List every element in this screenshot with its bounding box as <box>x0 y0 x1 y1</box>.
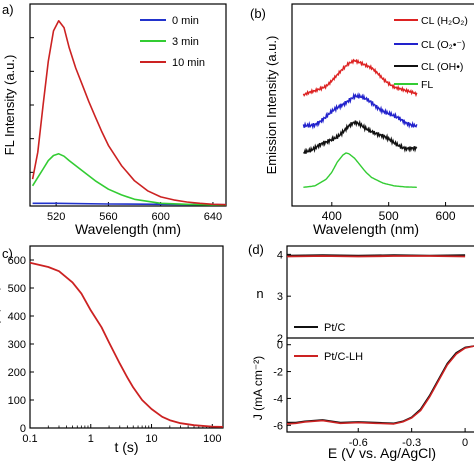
panel-c-xtick-0-label: 0.1 <box>22 433 37 445</box>
panel-b-series-1 <box>302 92 418 130</box>
panel-d-upper-ytick-1-label: 3 <box>277 291 283 303</box>
panel-b-xlabel: Wavelength (nm) <box>313 221 419 237</box>
panel-c-letter: c) <box>2 246 13 261</box>
panel-a-xlabel: Wavelength (nm) <box>75 221 181 237</box>
panel-d-xtick-0-label: -0.6 <box>349 437 368 449</box>
panel-b-legend-label-1: CL (O₂•⁻) <box>421 39 465 51</box>
panel-a-letter: a) <box>2 2 14 17</box>
panel-b-letter: (b) <box>250 6 266 21</box>
panel-a-xtick-0-label: 520 <box>47 211 65 223</box>
panel-d-upper-ytick-2-label: 4 <box>277 249 283 261</box>
panel-c-xlabel: t (s) <box>114 439 138 455</box>
panel-c-ytick-4-label: 400 <box>8 311 26 323</box>
panel-d-upper-ytick-0-label: 2 <box>277 333 283 345</box>
panel-b-series-0 <box>302 58 418 98</box>
panel-b-frame <box>291 3 474 207</box>
panel-d-legend-label-1: Pt/C-LH <box>324 351 363 363</box>
panel-c-ylabel: ECL Intensity (a.u.) <box>0 286 1 388</box>
panel-a-frame <box>29 3 227 207</box>
panel-a-xtick-2-label: 600 <box>151 211 169 223</box>
panel-d-lower-ytick-3-label: 0 <box>277 340 283 352</box>
panel-d-xtick-2-label: 0 <box>462 437 468 449</box>
panel-d-legend-label-0: Pt/C <box>324 322 345 334</box>
panel-d-upper-ylabel: n <box>256 286 263 301</box>
panel-d-lower-series-0 <box>287 345 474 425</box>
panel-c-xtick-1-label: 1 <box>88 433 94 445</box>
panel-a-legend-label-2: 10 min <box>172 57 205 69</box>
panel-b-series-2 <box>302 119 418 155</box>
panel-c-ytick-1-label: 100 <box>8 395 26 407</box>
panel-a-xtick-3-label: 640 <box>204 211 222 223</box>
panel-b-legend-label-0: CL (H₂O₂) <box>421 15 468 27</box>
panel-d-lower-ytick-0-label: -6 <box>273 420 283 432</box>
panel-c-ytick-5-label: 500 <box>8 283 26 295</box>
panel-c-ytick-3-label: 300 <box>8 339 26 351</box>
panel-a-series-2 <box>31 19 227 206</box>
panel-d-lower-ytick-2-label: -2 <box>273 367 283 379</box>
panel-c-series-0 <box>29 261 224 428</box>
panel-d-letter: (d) <box>248 242 264 257</box>
panel-a-ylabel: FL Intensity (a.u.) <box>2 55 17 156</box>
panel-b-legend-label-2: CL (OH•) <box>421 61 463 73</box>
panel-a-series-1 <box>31 153 226 206</box>
panel-d-xlabel: E (V vs. Ag/AgCl) <box>328 445 436 461</box>
panel-d-xtick-1-label: -0.3 <box>402 437 421 449</box>
panel-d-frame <box>286 245 474 433</box>
panel-b-xtick-2-label: 600 <box>436 209 456 223</box>
panel-b-xtick-1-label: 500 <box>379 209 399 223</box>
panel-d-lower-ytick-1-label: -4 <box>273 393 283 405</box>
panel-d-lower-ylabel: J (mA cm⁻²) <box>251 356 265 420</box>
panel-a-xtick-1-label: 560 <box>99 211 117 223</box>
panel-c-ytick-6-label: 600 <box>8 255 26 267</box>
panel-c-frame <box>29 245 224 429</box>
panel-c-xtick-2-label: 10 <box>145 433 157 445</box>
panel-b-ylabel: Emission Intensity (a.u.) <box>264 36 279 175</box>
panel-d-lower-series-1 <box>286 345 474 425</box>
panel-b-series-3 <box>303 152 417 189</box>
panel-c-ytick-0-label: 0 <box>20 423 26 435</box>
panel-b-legend-label-3: FL <box>421 79 433 91</box>
panel-a-legend-label-1: 3 min <box>172 36 199 48</box>
panel-d-upper-series-1 <box>286 255 466 258</box>
panel-c-xtick-3-label: 100 <box>203 433 221 445</box>
panel-b-xtick-0-label: 400 <box>322 209 342 223</box>
panel-c-ytick-2-label: 200 <box>8 367 26 379</box>
panel-a-legend-label-0: 0 min <box>172 15 199 27</box>
